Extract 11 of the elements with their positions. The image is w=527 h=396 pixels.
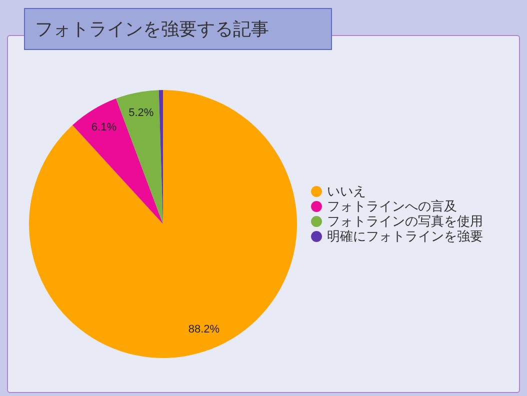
data-label: 6.1% bbox=[91, 122, 117, 134]
pie-slice bbox=[116, 90, 163, 224]
legend-label: フォトラインへの言及 bbox=[327, 198, 457, 214]
legend-label: フォトラインの写真を使用 bbox=[327, 214, 483, 228]
chart-title: フォトラインを強要する記事 bbox=[24, 8, 332, 50]
pie-slice bbox=[29, 90, 297, 358]
legend-label: いいえ bbox=[327, 184, 366, 198]
pie-slice bbox=[72, 98, 163, 224]
data-label: 88.2% bbox=[188, 323, 220, 336]
legend-label: 明確にフォトラインを強要 bbox=[327, 228, 483, 244]
data-label: 5.2% bbox=[128, 107, 154, 120]
